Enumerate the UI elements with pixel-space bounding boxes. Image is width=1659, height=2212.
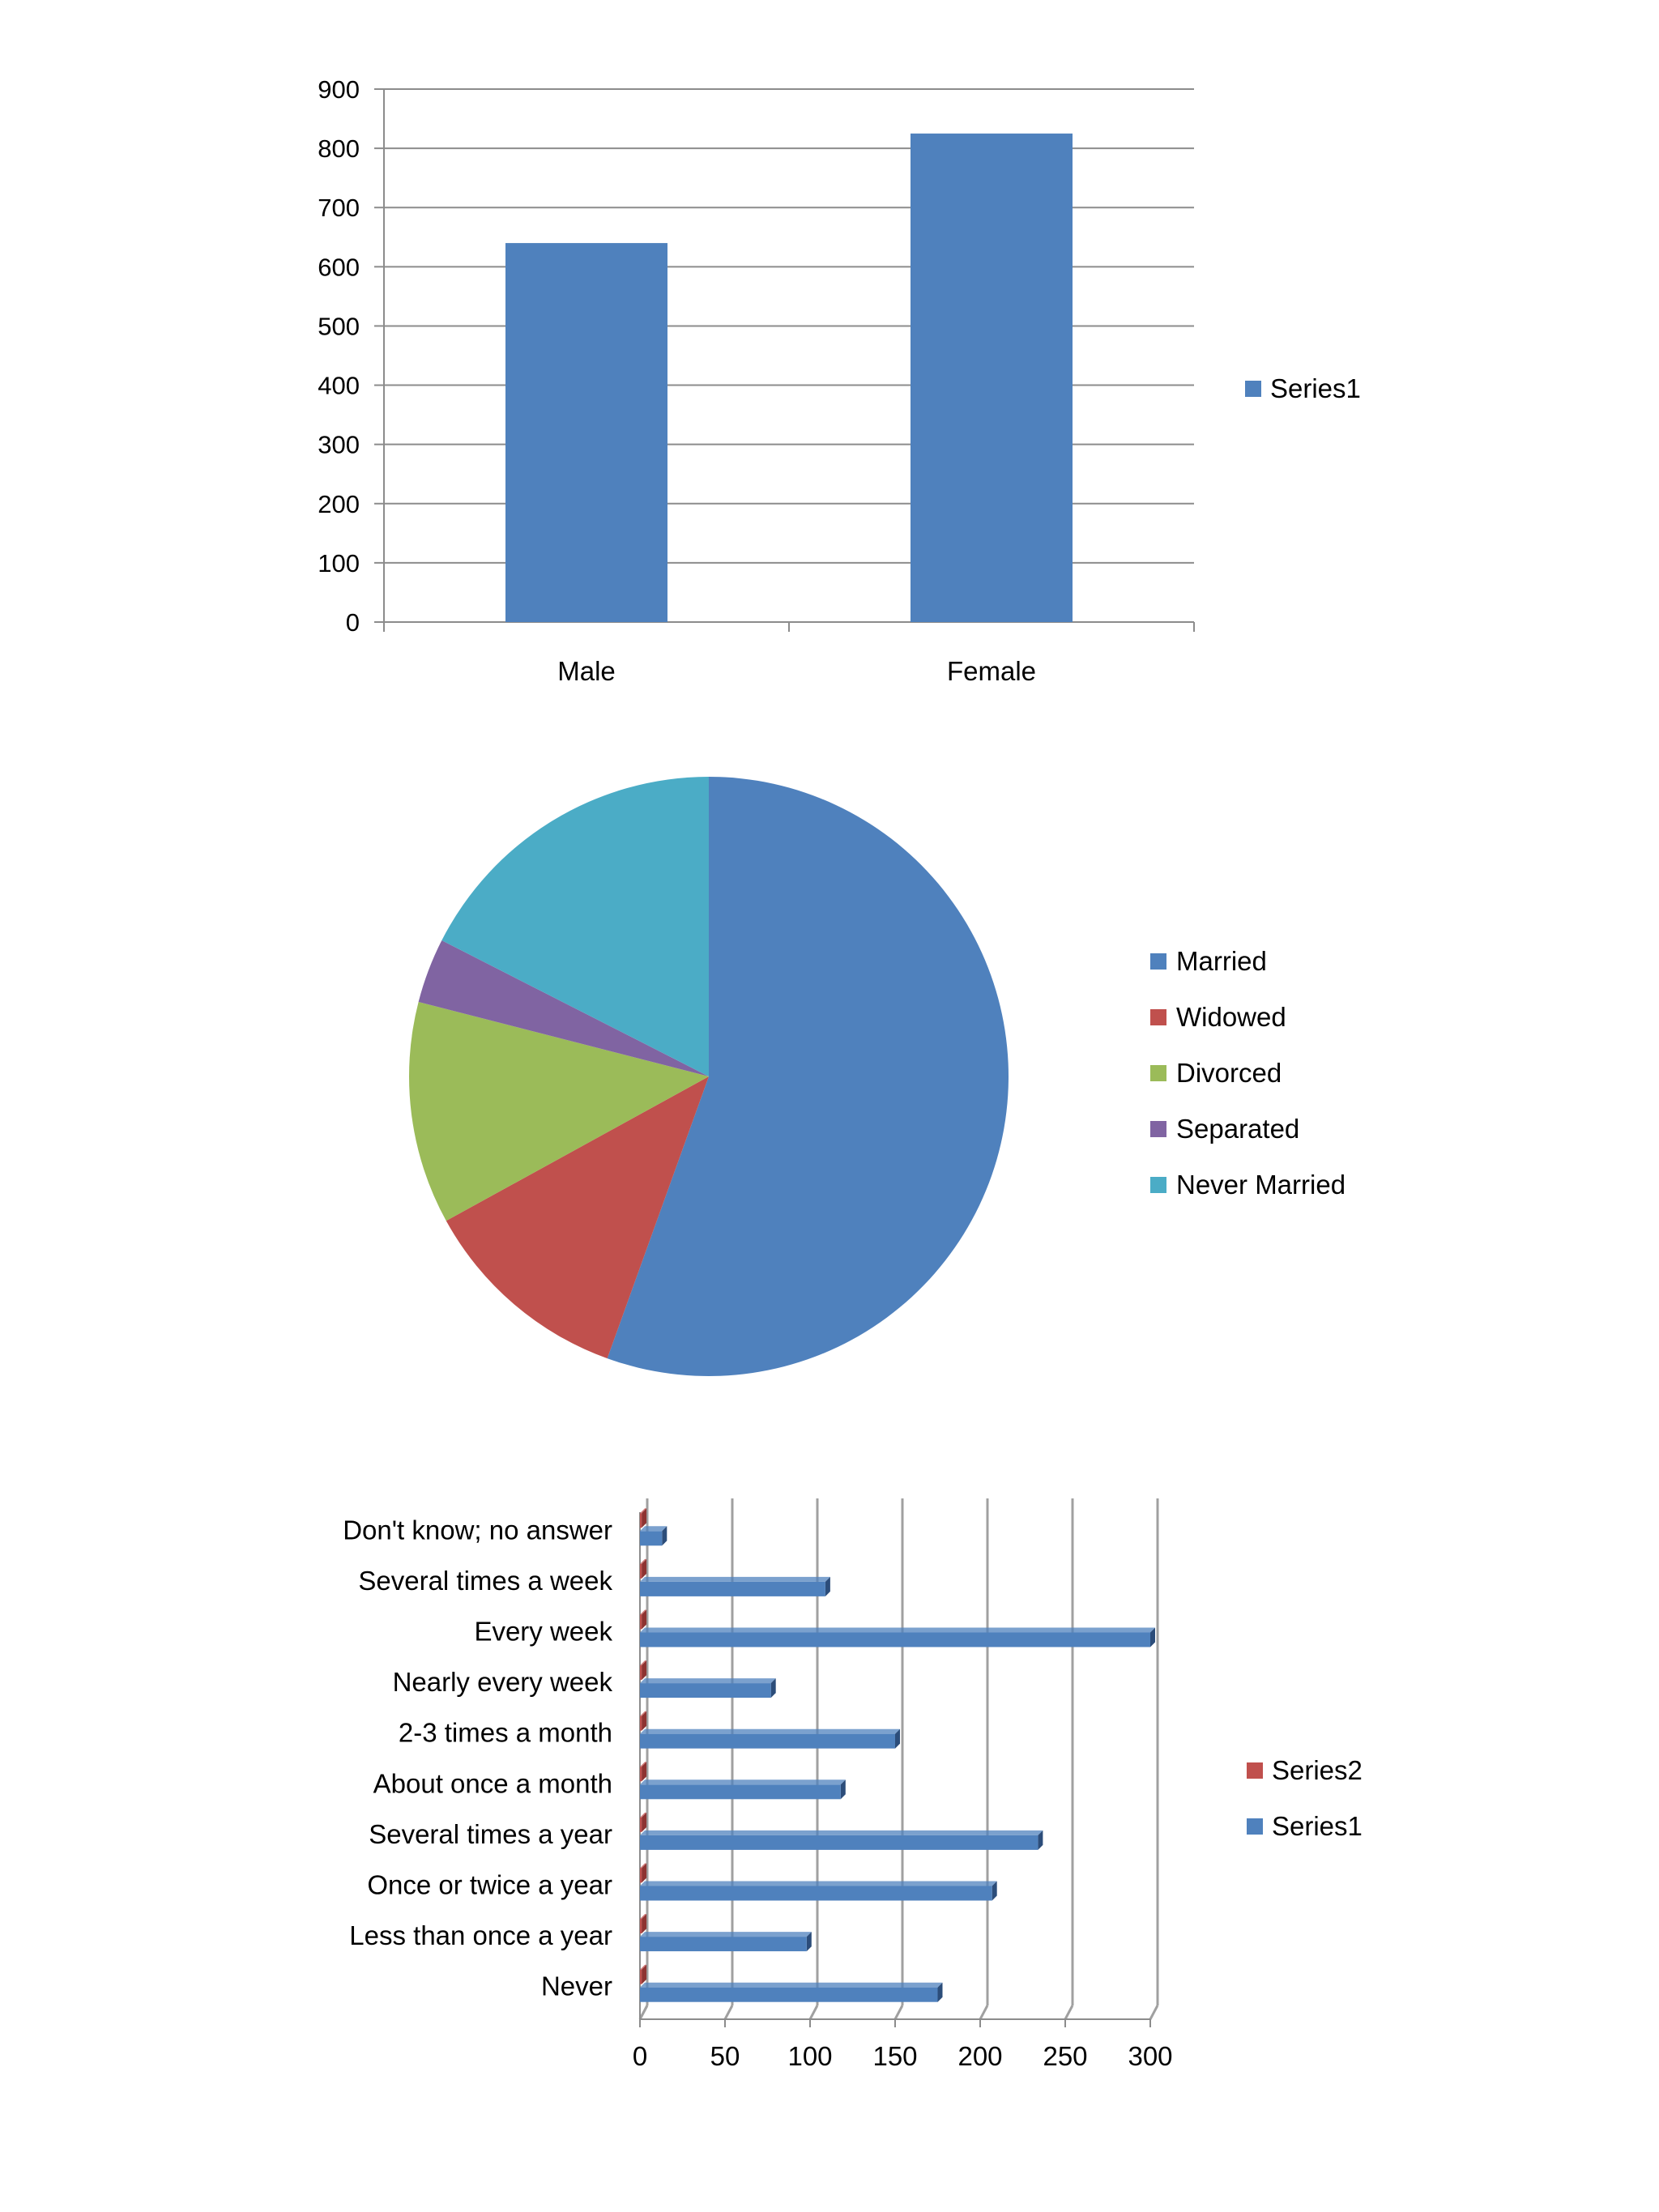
x-tick-label: Female xyxy=(947,656,1036,686)
x-tick-label: Male xyxy=(557,656,616,686)
marital-status-pie-chart-svg: Married Widowed Divorced Separated Never Mar… xyxy=(408,777,1346,1376)
gender-bar-chart: 0 100 200 300 400 500 600 700 800 900 Male Female Se… xyxy=(0,0,1659,713)
legend-swatch-never-married xyxy=(1150,1177,1166,1193)
legend-label-never-married: Never Married xyxy=(1176,1170,1346,1200)
legend-swatch-separated xyxy=(1150,1121,1166,1137)
y-tick-label: 800 xyxy=(318,134,360,163)
pie-slice-widowed xyxy=(446,1076,709,1359)
series1-bar-every-week xyxy=(640,1627,1155,1647)
legend-swatch-series2 xyxy=(1247,1762,1263,1779)
category-label: Less than once a year xyxy=(349,1920,612,1950)
category-label: 2-3 times a month xyxy=(399,1718,612,1748)
y-tick-label: 300 xyxy=(318,431,360,459)
y-tick-label: 600 xyxy=(318,253,360,281)
attendance-bar-chart-svg: 0 50 100 150 200 250 300 Never Less than once a … xyxy=(343,1498,1363,2071)
series2-bar-every-week xyxy=(640,1609,647,1630)
legend-swatch-divorced xyxy=(1150,1065,1166,1081)
series1-bar-2-3-times-a-month xyxy=(640,1728,900,1749)
y-tick-label: 0 xyxy=(346,608,360,637)
category-label: Don't know; no answer xyxy=(343,1515,612,1545)
series1-bar-less-than-once-a-year xyxy=(640,1932,812,1952)
series2-bar-2-3-times-a-month xyxy=(640,1711,647,1731)
series1-bar-once-or-twice-a-year xyxy=(640,1881,997,1901)
series2-bar-don-t-know-no-answer xyxy=(640,1508,647,1528)
series2-bar-nearly-every-week xyxy=(640,1660,647,1681)
gridline-floor xyxy=(979,2005,989,2020)
series2-bar-once-or-twice-a-year xyxy=(640,1863,647,1883)
pie-slice-separated xyxy=(418,940,709,1076)
bar-female xyxy=(911,133,1073,623)
gridline-floor xyxy=(1064,2005,1074,2020)
x-tick-label: 100 xyxy=(787,2041,832,2071)
x-tick-label: 50 xyxy=(710,2041,740,2071)
legend-label-separated: Separated xyxy=(1176,1114,1299,1144)
category-label: Every week xyxy=(474,1617,612,1647)
series2-bar-about-once-a-month xyxy=(640,1762,647,1782)
y-tick-label: 900 xyxy=(318,75,360,104)
pie-slice-married xyxy=(607,777,1009,1376)
category-label: Several times a year xyxy=(369,1819,612,1849)
y-tick-label: 200 xyxy=(318,490,360,518)
series1-bar-several-times-a-week xyxy=(640,1576,830,1596)
series2-bar-less-than-once-a-year xyxy=(640,1914,647,1934)
series2-bar-several-times-a-week xyxy=(640,1558,647,1579)
gridline-floor xyxy=(808,2005,819,2020)
marital-status-pie-chart: Married Widowed Divorced Separated Never Mar… xyxy=(0,713,1659,1426)
category-label: Several times a week xyxy=(358,1566,612,1596)
gridline-floor xyxy=(1149,2005,1159,2020)
series2-bar-several-times-a-year xyxy=(640,1812,647,1832)
y-tick-label: 100 xyxy=(318,549,360,578)
category-label: About once a month xyxy=(373,1768,612,1798)
series1-bar-don-t-know-no-answer xyxy=(640,1526,667,1546)
series1-bar-nearly-every-week xyxy=(640,1678,776,1698)
gridline-floor xyxy=(893,2005,904,2020)
series1-bar-several-times-a-year xyxy=(640,1830,1043,1850)
gridline-floor xyxy=(638,2005,649,2020)
legend-swatch-series1 xyxy=(1247,1818,1263,1835)
bar-male xyxy=(505,243,667,622)
series1-bar-never xyxy=(640,1982,943,2002)
attendance-bar-chart: 0 50 100 150 200 250 300 Never Less than once a … xyxy=(0,1426,1659,2212)
category-label: Never xyxy=(541,1971,612,2001)
legend-label-widowed: Widowed xyxy=(1176,1002,1286,1032)
series1-bar-about-once-a-month xyxy=(640,1779,846,1800)
series2-bar-never xyxy=(640,1964,647,1984)
y-tick-label: 700 xyxy=(318,194,360,222)
category-label: Nearly every week xyxy=(393,1667,613,1697)
y-tick-label: 500 xyxy=(318,312,360,340)
category-label: Once or twice a year xyxy=(367,1870,612,1900)
x-tick-label: 250 xyxy=(1043,2041,1087,2071)
legend-label-married: Married xyxy=(1176,946,1267,976)
legend-label-series2: Series2 xyxy=(1272,1755,1363,1785)
legend-swatch-series1 xyxy=(1245,381,1261,397)
x-tick-label: 300 xyxy=(1128,2041,1172,2071)
gridline-floor xyxy=(723,2005,734,2020)
legend-label-series1: Series1 xyxy=(1272,1811,1363,1841)
gender-bar-chart-svg: 0 100 200 300 400 500 600 700 800 900 Male Female Se… xyxy=(318,75,1361,686)
legend-swatch-widowed xyxy=(1150,1009,1166,1025)
x-tick-label: 150 xyxy=(872,2041,917,2071)
legend-swatch-married xyxy=(1150,953,1166,970)
x-tick-label: 200 xyxy=(957,2041,1002,2071)
legend-label-series1: Series1 xyxy=(1270,373,1361,403)
x-tick-label: 0 xyxy=(633,2041,647,2071)
legend-label-divorced: Divorced xyxy=(1176,1058,1282,1088)
y-tick-label: 400 xyxy=(318,372,360,400)
pie-slice-never-married xyxy=(441,777,709,1076)
pie-slice-divorced xyxy=(408,1001,709,1221)
